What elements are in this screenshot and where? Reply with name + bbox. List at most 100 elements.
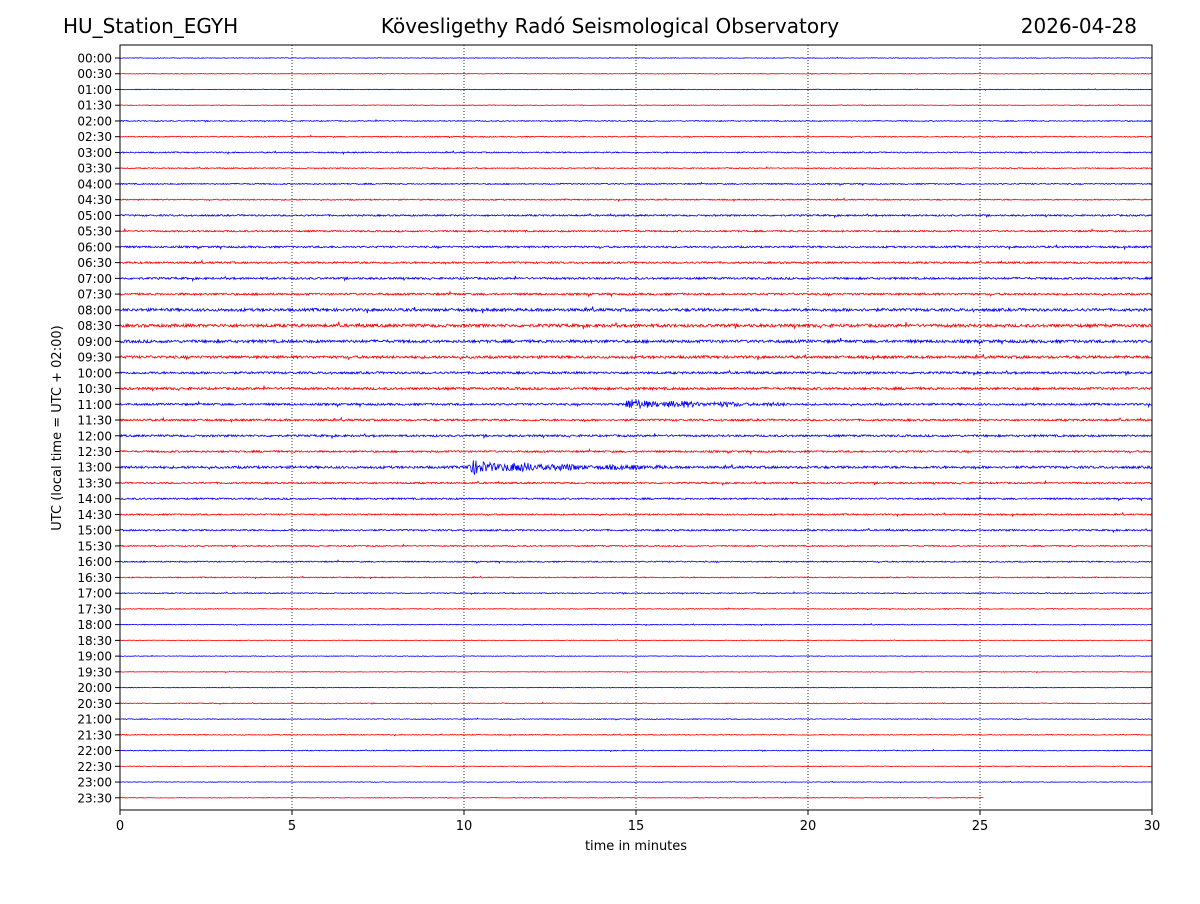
- trace-1630: [119, 575, 1153, 580]
- y-tick-label: 15:30: [77, 539, 112, 553]
- trace-1830: [119, 639, 1153, 642]
- trace-0500: [119, 212, 1153, 219]
- y-tick-label: 16:00: [77, 555, 112, 569]
- trace-0330: [119, 166, 1153, 171]
- x-tick-label: 0: [116, 819, 124, 834]
- trace-1200: [119, 433, 1153, 440]
- trace-1700: [119, 591, 1153, 596]
- x-tick-label: 10: [456, 819, 473, 834]
- trace-2000: [119, 686, 1153, 689]
- vertical-gridlines: [291, 45, 981, 810]
- trace-2230: [119, 764, 1153, 768]
- x-tick-label: 20: [800, 819, 817, 834]
- y-tick-label: 03:00: [77, 146, 112, 160]
- trace-0030: [119, 72, 1153, 75]
- y-tick-label: 12:30: [77, 445, 112, 459]
- y-tick-label: 05:30: [77, 225, 112, 239]
- plot-frame: [119, 44, 1153, 811]
- y-tick-label: 19:00: [77, 650, 112, 664]
- y-tick-label: 04:30: [77, 193, 112, 207]
- y-tick-label: 23:30: [77, 791, 112, 805]
- trace-2330: [119, 796, 984, 799]
- trace-1430: [119, 511, 1153, 518]
- trace-1300: [119, 460, 1153, 476]
- y-tick-label: 14:30: [77, 508, 112, 522]
- y-tick-label: 09:30: [77, 351, 112, 365]
- trace-1130: [119, 416, 1153, 423]
- x-tick-label: 15: [628, 819, 645, 834]
- trace-0700: [119, 275, 1153, 283]
- y-tick-label: 02:00: [77, 114, 112, 128]
- trace-0830: [119, 321, 1153, 330]
- trace-0930: [119, 353, 1153, 361]
- y-tick-label: 02:30: [77, 130, 112, 144]
- x-tick-label: 25: [972, 819, 989, 834]
- trace-0200: [119, 118, 1152, 123]
- y-tick-label: 13:00: [77, 461, 112, 475]
- y-tick-label: 19:30: [77, 665, 112, 679]
- trace-1500: [119, 527, 1153, 534]
- trace-1400: [119, 495, 1153, 502]
- y-tick-label: 13:30: [77, 476, 112, 490]
- trace-1800: [119, 623, 1153, 627]
- trace-0000: [119, 56, 1153, 59]
- trace-1100: [119, 398, 1153, 409]
- station-name: HU_Station_EGYH: [63, 14, 239, 38]
- trace-0230: [119, 134, 1153, 139]
- y-tick-label: 21:00: [77, 713, 112, 727]
- trace-1000: [119, 369, 1153, 377]
- y-tick-label: 11:30: [77, 414, 112, 428]
- trace-0800: [119, 306, 1153, 314]
- y-tick-label: 00:00: [77, 52, 112, 66]
- y-tick-label: 17:00: [77, 587, 112, 601]
- x-tick-label: 30: [1144, 819, 1161, 834]
- y-tick-label: 20:00: [77, 681, 112, 695]
- y-tick-label: 11:00: [77, 398, 112, 412]
- trace-1530: [119, 543, 1153, 549]
- y-tick-label: 10:30: [77, 382, 112, 396]
- y-tick-label: 18:00: [77, 618, 112, 632]
- y-tick-label: 22:00: [77, 744, 112, 758]
- record-date: 2026-04-28: [1020, 14, 1137, 38]
- y-tick-label: 20:30: [77, 697, 112, 711]
- y-tick-label: 07:30: [77, 288, 112, 302]
- y-tick-label: 14:00: [77, 492, 112, 506]
- trace-1930: [119, 670, 1153, 674]
- y-tick-label: 07:00: [77, 272, 112, 286]
- y-tick-label: 00:30: [77, 67, 112, 81]
- y-tick-label: 21:30: [77, 728, 112, 742]
- y-tick-label: 08:30: [77, 319, 112, 333]
- y-tick-label: 18:30: [77, 634, 112, 648]
- trace-1600: [119, 559, 1153, 564]
- trace-2130: [119, 733, 1153, 737]
- x-tick-label: 5: [288, 819, 296, 834]
- trace-0730: [119, 290, 1153, 298]
- trace-2030: [119, 701, 1153, 705]
- trace-0630: [119, 259, 1153, 265]
- x-axis-ticks: 0 5 10 15 20 25 30: [116, 810, 1160, 834]
- y-tick-label: 09:00: [77, 335, 112, 349]
- trace-0100: [119, 88, 1153, 91]
- seismic-traces: [119, 56, 1153, 799]
- y-tick-label: 12:00: [77, 429, 112, 443]
- y-tick-label: 06:30: [77, 256, 112, 270]
- trace-0300: [119, 150, 1153, 155]
- trace-1030: [119, 385, 1153, 392]
- y-axis-label: UTC (local time = UTC + 02:00): [50, 325, 65, 530]
- trace-0130: [119, 104, 1153, 107]
- trace-0430: [119, 197, 1153, 203]
- y-tick-label: 15:00: [77, 524, 112, 538]
- y-tick-label: 03:30: [77, 162, 112, 176]
- trace-0530: [119, 227, 1153, 233]
- trace-1330: [119, 479, 1153, 487]
- y-tick-label: 06:00: [77, 240, 112, 254]
- observatory-title: Kövesligethy Radó Seismological Observat…: [380, 14, 840, 38]
- y-tick-label: 23:00: [77, 776, 112, 790]
- trace-0400: [119, 181, 1153, 187]
- trace-0900: [119, 337, 1153, 345]
- y-tick-label: 22:30: [77, 760, 112, 774]
- y-tick-label: 16:30: [77, 571, 112, 585]
- y-tick-label: 04:00: [77, 177, 112, 191]
